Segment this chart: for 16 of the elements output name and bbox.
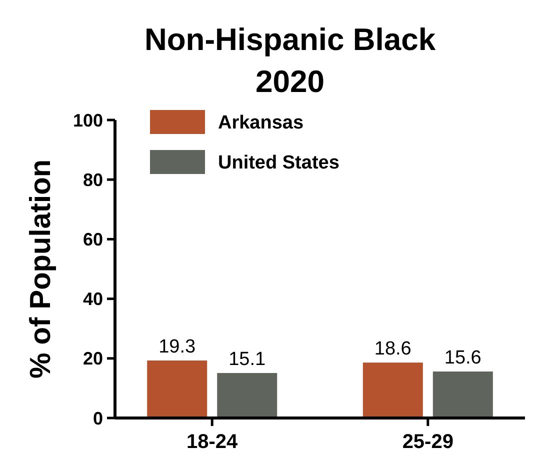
data-label: 15.6 (444, 348, 482, 369)
y-tick-label: 80 (82, 170, 103, 190)
x-tick-label: 25-29 (402, 431, 454, 453)
y-tick-label: 60 (82, 230, 103, 250)
data-label: 18.6 (374, 338, 412, 360)
y-tick-label: 40 (82, 289, 103, 310)
legend-label: Arkansas (218, 112, 304, 134)
data-label: 15.1 (228, 349, 266, 370)
data-label: 19.3 (158, 336, 196, 358)
y-tick-label: 20 (82, 348, 103, 369)
legend-label: United States (218, 152, 340, 174)
y-axis-title: % of Population (25, 159, 57, 379)
chart-title: Non-Hispanic Black 2020 (144, 22, 436, 99)
y-tick-label: 0 (92, 408, 103, 428)
y-tick-label: 100 (72, 110, 103, 130)
x-tick-label: 18-24 (186, 431, 239, 453)
